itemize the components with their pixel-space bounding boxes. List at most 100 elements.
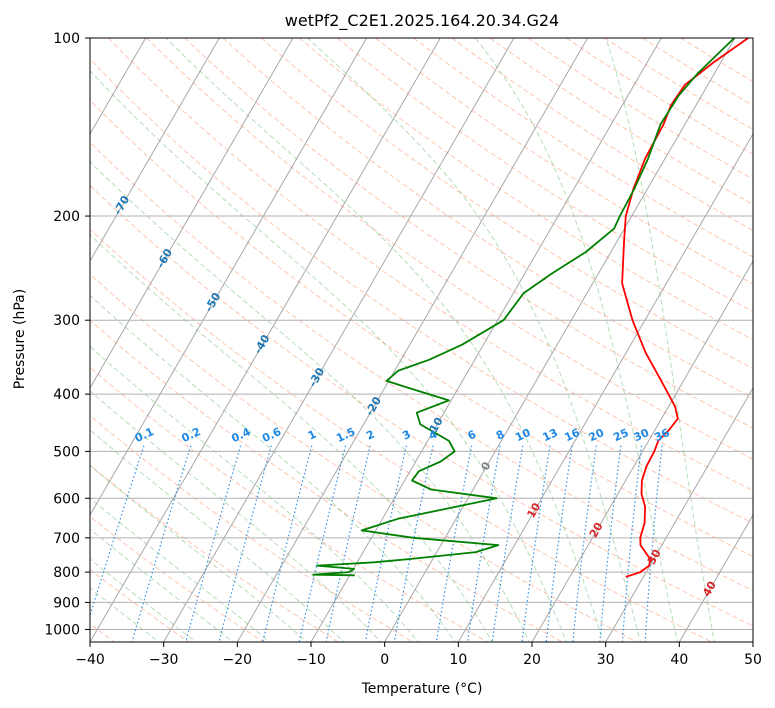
moist-adiabat-line	[307, 38, 641, 642]
mixing-ratio-label: 1	[306, 428, 318, 443]
mixing-ratio-line	[491, 445, 524, 642]
mixing-ratio-line	[545, 445, 573, 642]
dry-adiabat-line	[90, 568, 190, 642]
x-axis-label: Temperature (°C)	[361, 681, 483, 697]
mixing-ratio-line	[621, 445, 642, 642]
moist-adiabat-line	[90, 528, 234, 642]
x-tick-label: −40	[75, 652, 105, 668]
y-tick-label: 800	[53, 565, 80, 581]
dry-adiabat-line	[680, 38, 753, 83]
mixing-ratio-label: 2	[364, 428, 376, 443]
moist-adiabat-line	[90, 558, 197, 642]
isotherm-label: -80	[63, 150, 84, 174]
isotherm-label: -50	[202, 290, 223, 314]
isotherm-line	[90, 38, 368, 516]
y-tick-label: 200	[53, 209, 80, 225]
y-axis-label: Pressure (hPa)	[12, 289, 28, 389]
mixing-ratio-line	[325, 445, 371, 642]
mixing-ratio-label: 30	[632, 426, 652, 444]
mixing-ratio-line	[466, 445, 501, 642]
dry-adiabat-label: 40	[700, 579, 719, 599]
mixing-ratio-line	[435, 445, 473, 642]
x-tick-label: 30	[597, 652, 615, 668]
x-tick-label: 20	[523, 652, 541, 668]
mixing-ratio-label: 6	[466, 428, 479, 443]
dry-adiabat-line	[90, 366, 488, 642]
mixing-ratio-label: 13	[540, 426, 559, 444]
isotherm-line	[236, 38, 589, 642]
dry-adiabat-line	[184, 38, 753, 429]
mixing-ratio-label: 1.5	[334, 425, 357, 445]
mixing-ratio-line	[393, 445, 434, 642]
moist-adiabat-line	[165, 38, 604, 642]
dry-adiabat-line	[413, 38, 753, 258]
y-tick-label: 900	[53, 595, 80, 611]
y-tick-label: 500	[53, 444, 80, 460]
plot-frame	[89, 37, 754, 643]
mixing-ratio-line	[218, 445, 272, 642]
dry-adiabat-line	[146, 38, 753, 460]
isotherm-line	[90, 38, 294, 389]
mixing-ratio-line	[262, 445, 313, 642]
temperature-line	[621, 38, 749, 578]
mixing-ratio-label: 16	[563, 426, 583, 444]
y-tick-label: 700	[53, 531, 80, 547]
dry-adiabat-label: 10	[525, 500, 544, 520]
mixing-ratio-line	[364, 445, 407, 642]
mixing-ratio-label: 3	[400, 428, 412, 443]
dry-adiabat-label: 20	[587, 520, 606, 540]
dry-adiabat-line	[222, 38, 753, 399]
mixing-ratio-line	[521, 445, 551, 642]
moist-adiabat-line	[90, 497, 271, 642]
isotherm-line	[0, 38, 72, 642]
x-tick-label: −10	[296, 652, 326, 668]
isotherm-line	[531, 259, 753, 642]
mixing-ratio-label: 10	[513, 426, 533, 444]
plot-clipped-group: -100-90-80-70-60-50-40-30-20-10010203040…	[0, 38, 753, 642]
mixing-ratio-label: 0.1	[133, 425, 156, 445]
y-axis: 100 200 300 400 500 600 700 800 900 1000	[44, 31, 90, 638]
dry-adiabat-line	[90, 99, 753, 558]
x-tick-label: 40	[670, 652, 688, 668]
dry-adiabat-line	[451, 38, 753, 232]
mixing-ratio-line	[298, 445, 347, 642]
isotherm-line	[752, 641, 753, 642]
x-axis: −40 −30 −20 −10 0 10 20 30 40 50	[75, 642, 762, 668]
chart-title: wetPf2_C2E1.2025.164.20.34.G24	[285, 11, 559, 31]
dry-adiabat-line	[90, 58, 753, 524]
y-tick-label: 100	[53, 31, 80, 47]
isotherm-label: 0	[479, 459, 494, 472]
mixing-ratio-label: 0.4	[229, 425, 252, 445]
moist-adiabat-line	[90, 429, 345, 642]
isotherm-line	[163, 38, 515, 642]
isotherm-line	[90, 38, 441, 642]
y-tick-label: 600	[53, 491, 80, 507]
dry-adiabat-line	[90, 515, 264, 642]
dry-adiabat-line	[90, 273, 638, 642]
mixing-ratio-line	[599, 445, 622, 642]
x-tick-label: 0	[380, 652, 389, 668]
mixing-ratio-line	[644, 445, 663, 642]
dry-adiabat-line	[90, 464, 339, 642]
isotherm-label: -30	[306, 365, 327, 389]
moist-adiabat-line	[90, 70, 568, 642]
isotherm-line	[678, 513, 753, 642]
dry-adiabat-line	[90, 141, 753, 592]
isotherm-label: -90	[16, 103, 37, 127]
isotherm-line	[384, 38, 736, 642]
isotherm-line	[310, 38, 662, 642]
x-tick-label: −20	[223, 652, 253, 668]
isotherm-label: -70	[111, 193, 132, 217]
moist-adiabat-line	[90, 234, 493, 642]
x-tick-label: −30	[149, 652, 179, 668]
plot-area: -100-90-80-70-60-50-40-30-20-10010203040…	[0, 37, 754, 643]
moist-adiabat-line	[90, 294, 456, 642]
mixing-ratio-line	[185, 445, 242, 642]
x-tick-label: 10	[449, 652, 467, 668]
dry-adiabat-line	[298, 38, 753, 341]
dry-adiabat-line	[90, 228, 712, 642]
moist-adiabat-line	[90, 390, 382, 642]
y-tick-label: 1000	[44, 622, 80, 638]
mixing-ratio-line	[131, 445, 192, 642]
